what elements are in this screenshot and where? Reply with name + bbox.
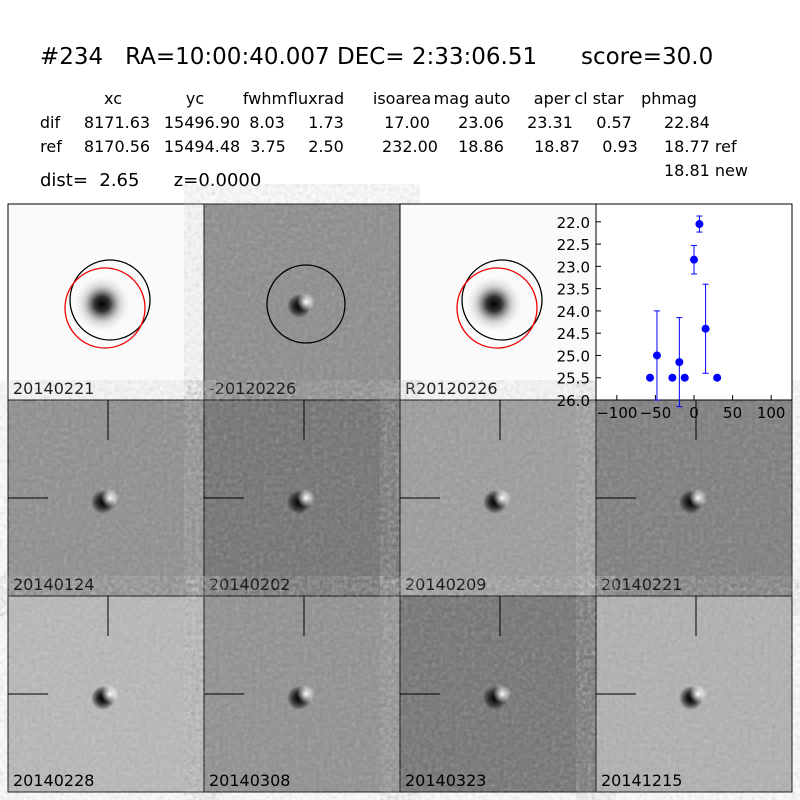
stamp: 20140209 xyxy=(399,399,597,597)
stamp-label: 20140221 xyxy=(13,379,94,398)
x-tick-label: 0 xyxy=(689,404,699,422)
table-cell: 23.06 xyxy=(458,113,504,132)
data-point xyxy=(695,220,704,229)
y-tick-label: 24.0 xyxy=(557,303,590,321)
table-cell: 0.57 xyxy=(596,113,632,132)
stamp-label: R20120226 xyxy=(405,379,498,398)
x-tick-label: 100 xyxy=(757,404,786,422)
table-cell: 8170.56 xyxy=(84,137,150,156)
column-header: isoarea xyxy=(373,89,431,108)
column-header: phmag xyxy=(641,89,697,108)
x-tick-label: −50 xyxy=(640,404,672,422)
data-point xyxy=(713,373,722,382)
stamp-label: 20140209 xyxy=(405,575,486,594)
table-cell: 8.03 xyxy=(249,113,285,132)
table-cell: 17.00 xyxy=(384,113,430,132)
column-header: fwhm xyxy=(243,89,287,108)
table-cell: 15494.48 xyxy=(164,137,240,156)
column-header: xc xyxy=(104,89,122,108)
y-tick-label: 25.5 xyxy=(557,370,590,388)
stamp: 20140124 xyxy=(7,399,205,597)
table-cell: 232.00 xyxy=(382,137,438,156)
residual-light xyxy=(689,489,707,507)
residual-light xyxy=(101,489,119,507)
column-header: fluxrad xyxy=(288,89,344,108)
stamp-label: 20140228 xyxy=(13,771,94,790)
table-cell: 3.75 xyxy=(250,137,286,156)
residual-light xyxy=(297,489,315,507)
y-tick-label: 22.5 xyxy=(557,236,590,254)
aperture xyxy=(266,264,346,344)
table-cell: 18.87 xyxy=(534,137,580,156)
source xyxy=(464,274,524,334)
stamp-label: 20140221 xyxy=(601,575,682,594)
stamp-label: -20120226 xyxy=(209,379,296,398)
stamp: -20120226 xyxy=(203,203,401,401)
stamp-label: 20140124 xyxy=(13,575,94,594)
residual-light xyxy=(493,685,511,703)
stamp: 20141215 xyxy=(595,595,793,793)
data-point xyxy=(690,255,698,264)
table-cell: 0.93 xyxy=(602,137,638,156)
table-cell: 2.50 xyxy=(308,137,344,156)
table-cell: 15496.90 xyxy=(164,113,240,132)
stamps: 20140221 -20120226 R20120226 20140124 201402… xyxy=(7,203,793,793)
stamp-label: 20141215 xyxy=(601,771,682,790)
title: #234 RA=10:00:40.007 DEC= 2:33:06.51 sco… xyxy=(40,44,713,70)
data-point xyxy=(646,373,655,382)
stamp: 20140202 xyxy=(203,399,401,597)
stamp: R20120226 xyxy=(399,203,597,401)
column-header: mag auto xyxy=(434,89,511,108)
stamp: 20140221 xyxy=(595,399,793,597)
stamp: 20140323 xyxy=(399,595,597,793)
plot-area xyxy=(595,203,793,401)
aperture xyxy=(69,259,151,341)
column-header: yc xyxy=(186,89,204,108)
column-header: cl star xyxy=(574,89,624,108)
residual-light xyxy=(297,685,315,703)
column-header: aper xyxy=(534,89,571,108)
stamp-label: 20140202 xyxy=(209,575,290,594)
stamp: 20140308 xyxy=(203,595,401,793)
data-point xyxy=(675,358,684,367)
table-note: 18.81 new xyxy=(664,161,748,180)
residual-light xyxy=(493,489,511,507)
data-point xyxy=(680,373,689,382)
light-curve: 22.0 22.5 23.0 23.5 24.0 24.5 25.0 25.5 26.0 −100… xyxy=(557,203,793,422)
y-tick-label: 23.5 xyxy=(557,281,590,299)
y-tick-label: 25.0 xyxy=(557,347,590,365)
table-cell: 18.77 ref xyxy=(664,137,737,156)
data-point xyxy=(652,351,661,360)
table-cell: 23.31 xyxy=(527,113,573,132)
y-tick-label: 23.0 xyxy=(557,258,590,276)
stamp-label: 20140323 xyxy=(405,771,486,790)
x-tick-label: −100 xyxy=(596,404,637,422)
residual-light xyxy=(101,685,119,703)
x-tick-label: 50 xyxy=(723,404,742,422)
stamp: 20140228 xyxy=(7,595,205,793)
table-cell: 18.86 xyxy=(458,137,504,156)
table-cell: 22.84 xyxy=(664,113,710,132)
data-point xyxy=(701,324,710,333)
residual-light xyxy=(689,685,707,703)
table-cell: 8171.63 xyxy=(84,113,150,132)
stamp-label: 20140308 xyxy=(209,771,290,790)
stamp: 20140221 xyxy=(7,203,205,401)
y-tick-label: 24.5 xyxy=(557,325,590,343)
residual-light xyxy=(297,293,315,311)
table-cell: ref xyxy=(40,137,62,156)
y-tick-label: 26.0 xyxy=(557,392,590,410)
aperture-ref xyxy=(456,267,538,349)
table-cell: dif xyxy=(40,113,61,132)
aperture xyxy=(461,259,543,341)
y-tick-label: 22.0 xyxy=(557,214,590,232)
source xyxy=(72,274,132,334)
aperture-ref xyxy=(64,267,146,349)
info: dist= 2.65 z=0.0000 xyxy=(40,170,261,191)
data-point xyxy=(668,373,677,382)
table-cell: 1.73 xyxy=(308,113,344,132)
